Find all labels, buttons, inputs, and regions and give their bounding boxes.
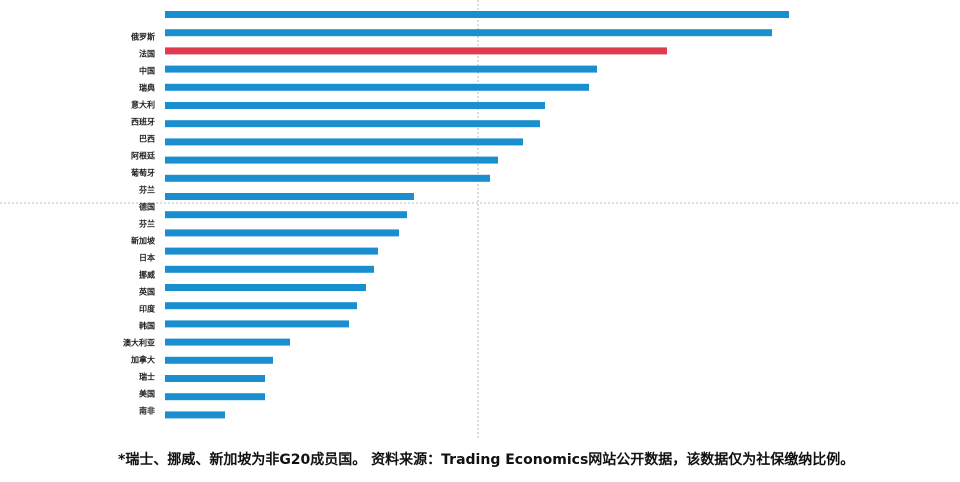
category-label: 加拿大 [130,355,155,365]
category-label: 南非 [139,406,155,416]
bar [165,47,667,55]
bar [165,65,597,73]
bar [165,138,523,146]
bar [165,211,407,219]
bar [165,393,265,401]
category-label: 挪威 [139,270,155,280]
bar [165,11,789,18]
category-label: 俄罗斯 [130,32,155,42]
category-label: 阿根廷 [131,151,156,161]
category-label: 瑞典 [139,83,155,93]
bar [165,265,374,273]
category-label: 法国 [139,49,155,59]
bar [165,320,349,328]
category-label: 澳大利亚 [123,338,155,348]
category-label: 英国 [138,287,155,297]
category-label: 巴西 [139,135,155,144]
bar [165,411,225,419]
category-label: 印度 [139,304,156,314]
category-label: 日本 [139,253,155,263]
bar [165,375,265,382]
category-label: 中国 [139,66,155,76]
bar [165,156,498,164]
category-label: 瑞士 [139,372,155,382]
footnote: *瑞士、挪威、新加坡为非G20成员国。 资料来源：Trading Economi… [118,451,854,468]
bar [165,356,273,364]
bar [165,29,772,37]
bar [165,120,540,128]
bar [165,338,290,346]
category-label: 芬兰 [138,219,155,229]
bar [165,83,589,91]
category-label: 新加坡 [131,236,156,246]
bar [165,229,399,237]
category-label: 美国 [139,389,155,399]
category-label: 西班牙 [131,117,155,127]
bar [165,102,545,109]
bar [165,247,378,255]
bar [165,284,366,291]
category-label: 意大利 [131,100,155,110]
category-label: 德国 [139,202,155,212]
bar [165,193,414,200]
category-label: 葡萄牙 [130,168,155,178]
bar [165,302,357,310]
category-label: 芬兰 [138,185,155,195]
bar [165,174,490,182]
category-label: 韩国 [139,321,155,331]
